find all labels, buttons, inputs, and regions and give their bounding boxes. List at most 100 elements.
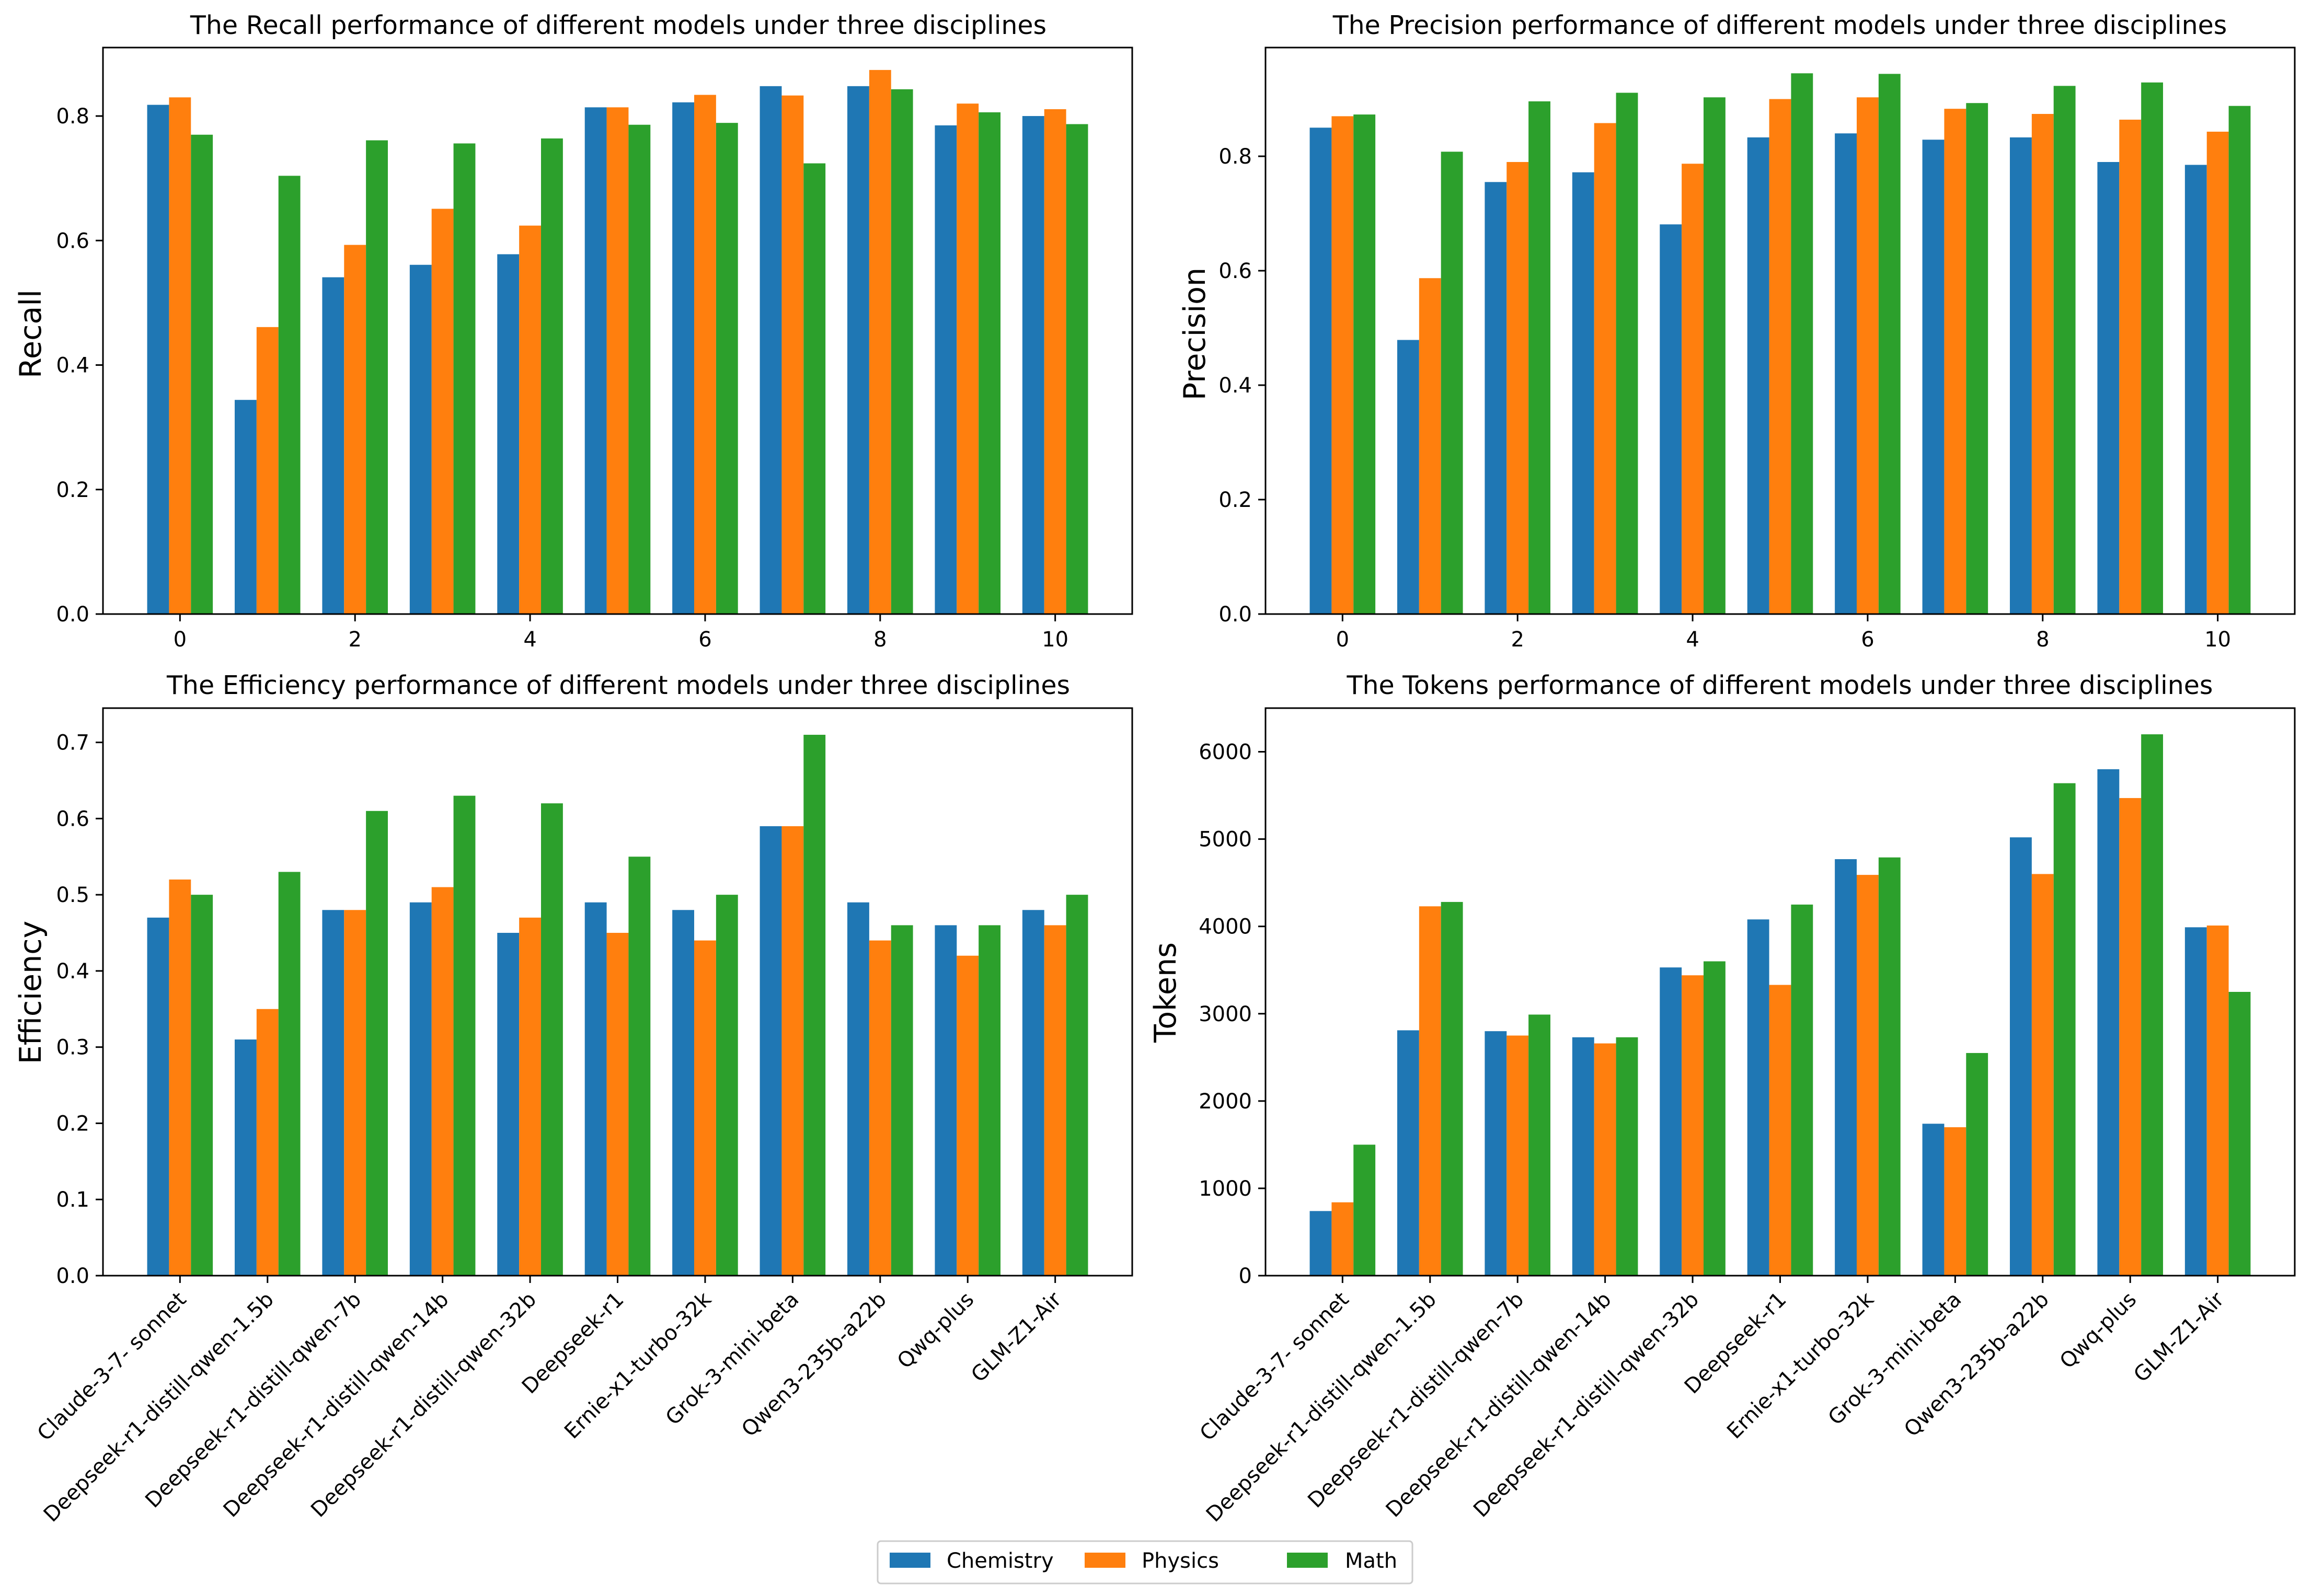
recall-bar-physics	[169, 97, 191, 615]
recall-bar-math	[891, 89, 913, 614]
precision-bar-math	[2053, 86, 2076, 615]
efficiency-bar-physics	[781, 826, 804, 1276]
efficiency-bar-physics	[169, 879, 191, 1276]
tokens-bar-math	[2053, 783, 2076, 1276]
efficiency-y-tick-label: 0.7	[56, 731, 89, 755]
recall-bar-math	[278, 176, 301, 614]
precision-bar-physics	[1682, 164, 1704, 614]
precision-y-tick-label: 0.4	[1218, 374, 1252, 398]
precision-bar-chemistry	[2184, 165, 2207, 615]
precision-bar-chemistry	[1835, 133, 1857, 615]
efficiency-bar-math	[1066, 895, 1088, 1276]
precision-bar-math	[1616, 92, 1638, 614]
precision-bar-chemistry	[1922, 140, 1945, 614]
tokens-bar-physics	[1944, 1127, 1966, 1276]
precision-x-tick-label: 10	[2204, 628, 2231, 652]
tokens-bar-physics	[1857, 875, 1879, 1276]
tokens-y-tick-label: 4000	[1199, 915, 1252, 939]
precision-x-tick-label: 6	[1861, 628, 1874, 652]
precision-bar-physics	[1506, 161, 1529, 614]
efficiency-bar-math	[628, 857, 651, 1276]
efficiency-bar-math	[716, 895, 738, 1276]
tokens-bar-physics	[1331, 1202, 1354, 1276]
tokens-y-tick-label: 1000	[1199, 1177, 1252, 1201]
recall-chart-title: The Recall performance of different mode…	[190, 10, 1046, 40]
tokens-bar-physics	[2031, 874, 2054, 1276]
legend-frame	[877, 1540, 1413, 1585]
efficiency-bar-math	[979, 925, 1001, 1276]
recall-bar-chemistry	[847, 86, 869, 615]
precision-bar-math	[1704, 97, 1726, 614]
efficiency-bar-physics	[1044, 925, 1066, 1276]
recall-bar-chemistry	[409, 264, 432, 615]
precision-bar-physics	[2119, 119, 2142, 614]
precision-y-tick-label: 0.0	[1218, 603, 1252, 627]
tokens-y-tick-label: 6000	[1199, 741, 1252, 765]
tokens-bar-chemistry	[2184, 927, 2207, 1276]
tokens-y-tick-label: 2000	[1199, 1090, 1252, 1114]
recall-bar-math	[191, 134, 213, 614]
legend-swatch-chemistry	[890, 1553, 930, 1568]
recall-bar-chemistry	[935, 125, 957, 614]
precision-y-tick-label: 0.8	[1218, 145, 1252, 169]
recall-bar-math	[628, 124, 651, 614]
precision-panel: The Precision performance of different m…	[1178, 10, 2296, 652]
recall-bar-math	[716, 123, 738, 614]
tokens-bar-math	[2141, 734, 2164, 1276]
tokens-bar-chemistry	[1397, 1030, 1419, 1276]
recall-bar-math	[803, 163, 826, 614]
recall-bar-math	[453, 143, 476, 614]
efficiency-bar-chemistry	[847, 902, 869, 1276]
recall-bar-math	[979, 112, 1001, 614]
recall-plot-frame	[102, 47, 1133, 615]
recall-panel: The Recall performance of different mode…	[14, 10, 1133, 652]
efficiency-bar-physics	[869, 940, 891, 1276]
tokens-y-tick-label: 5000	[1199, 828, 1252, 852]
precision-bar-chemistry	[1485, 182, 1507, 614]
efficiency-bar-physics	[344, 910, 366, 1276]
efficiency-bar-chemistry	[584, 902, 607, 1276]
precision-bar-math	[1441, 152, 1463, 614]
recall-bar-math	[1066, 124, 1088, 614]
recall-x-tick-label: 4	[523, 628, 536, 652]
precision-bar-physics	[1331, 116, 1354, 614]
efficiency-bar-math	[541, 803, 563, 1276]
recall-bar-physics	[781, 95, 804, 615]
precision-bar-chemistry	[2010, 137, 2032, 614]
efficiency-bar-physics	[957, 955, 979, 1276]
legend-swatch-physics	[1085, 1553, 1125, 1568]
tokens-bar-math	[1704, 961, 1726, 1276]
recall-bar-physics	[694, 95, 716, 614]
legend-entry: Physics	[1085, 1549, 1219, 1573]
precision-y-axis-label: Precision	[1178, 268, 1212, 400]
tokens-bar-math	[2228, 992, 2251, 1276]
recall-bar-physics	[519, 225, 541, 614]
tokens-bar-physics	[1419, 906, 1441, 1276]
precision-x-tick-label: 4	[1686, 628, 1699, 652]
tokens-bar-chemistry	[1485, 1031, 1507, 1276]
recall-y-tick-label: 0.8	[56, 105, 89, 129]
efficiency-bar-chemistry	[234, 1039, 257, 1276]
recall-y-axis-label: Recall	[14, 290, 48, 378]
tokens-bar-math	[1441, 901, 1463, 1276]
efficiency-bar-math	[803, 735, 826, 1276]
tokens-bar-math	[1528, 1014, 1550, 1276]
tokens-bar-physics	[1769, 985, 1791, 1276]
tokens-bar-math	[1791, 904, 1813, 1276]
tokens-bar-physics	[1506, 1035, 1529, 1276]
recall-y-tick-label: 0.4	[56, 354, 89, 378]
legend-entry: Chemistry	[890, 1549, 1054, 1573]
efficiency-bar-math	[278, 872, 301, 1276]
tokens-bar-physics	[2119, 798, 2142, 1276]
efficiency-bar-physics	[694, 940, 716, 1276]
precision-bar-chemistry	[1309, 128, 1332, 615]
precision-bar-math	[1353, 114, 1376, 615]
precision-bar-math	[1878, 74, 1901, 614]
legend-label-chemistry: Chemistry	[947, 1549, 1054, 1573]
recall-bar-math	[366, 140, 388, 614]
legend-swatch-math	[1287, 1553, 1328, 1568]
recall-bar-chemistry	[322, 277, 344, 614]
recall-bar-physics	[869, 70, 891, 614]
recall-bar-physics	[606, 107, 629, 615]
precision-y-tick-label: 0.2	[1218, 488, 1252, 512]
